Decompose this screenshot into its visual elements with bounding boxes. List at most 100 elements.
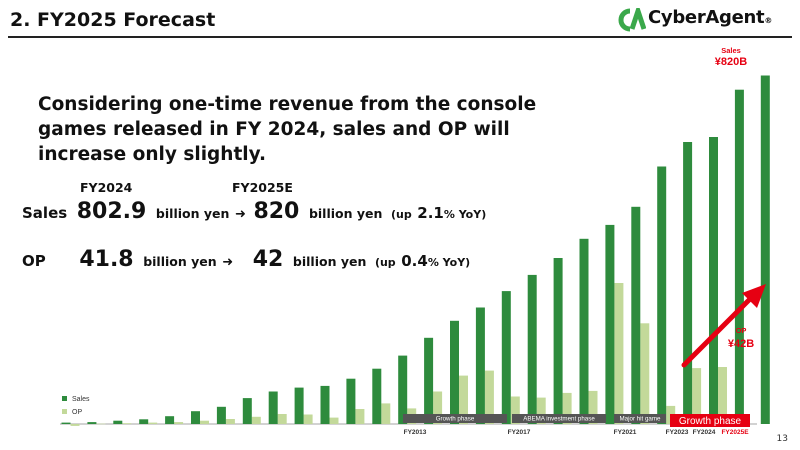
op-bar-8 (277, 414, 287, 424)
op-annotation-value: ¥42B (728, 338, 754, 350)
op-bar-3 (148, 422, 158, 424)
op-bar-6 (225, 419, 235, 424)
logo-text: CyberAgent (648, 7, 765, 28)
op-bar-24 (692, 368, 702, 424)
sales-growth-open: (up (390, 208, 412, 221)
op-fy2024-unit: billion yen (143, 254, 217, 269)
sales-bar-19 (553, 258, 563, 424)
op-bar-10 (329, 417, 339, 424)
sales-bar-24 (683, 142, 693, 424)
op-bar-20 (588, 390, 598, 424)
period-band-1 (512, 414, 606, 423)
op-summary-row: OP 41.8 billion yen ➜ 42 billion yen (up… (22, 247, 470, 272)
op-bar-21 (614, 283, 624, 424)
sales-fy2024-value: 802.9 (76, 199, 147, 224)
op-bar-9 (303, 414, 313, 424)
year-label-5: FY2025E (721, 429, 749, 436)
page-number: 13 (776, 434, 788, 444)
sales-bar-0 (61, 422, 71, 424)
period-band-label-1: ABEMA investment phase (523, 416, 595, 423)
title-divider (8, 36, 792, 38)
growth-arrow (681, 284, 766, 368)
op-bar-0 (70, 424, 80, 426)
op-bar-15 (459, 375, 468, 424)
sales-arrow-icon: ➜ (234, 207, 246, 222)
period-band-label-2: Major hit game (620, 416, 661, 423)
sales-fy2024-unit: billion yen (155, 206, 230, 221)
sales-bar-18 (527, 274, 537, 424)
logo-registered-mark: ® (764, 16, 773, 25)
op-fy2024-value: 41.8 (79, 247, 134, 272)
op-growth-open: (up (374, 256, 396, 269)
period-band-3 (670, 414, 750, 427)
legend-label-sales: Sales (72, 396, 90, 403)
op-bar-17 (510, 396, 520, 424)
slide-title: 2. FY2025 Forecast (10, 9, 216, 31)
op-bar-18 (536, 397, 546, 424)
growth-arrow-head-icon (742, 284, 766, 308)
logo-mark-icon (618, 8, 646, 32)
sales-label: Sales (22, 204, 68, 222)
legend-label-op: OP (72, 409, 82, 416)
op-label: OP (22, 252, 46, 270)
op-arrow-icon: ➜ (222, 255, 234, 270)
op-bar-7 (251, 416, 261, 424)
legend: Sales OP (62, 396, 90, 416)
op-bar-25 (718, 367, 727, 424)
sales-bar-27 (760, 75, 770, 424)
op-bar-5 (200, 420, 209, 424)
sales-bar-26 (734, 89, 744, 424)
sales-bar-9 (294, 387, 304, 424)
sales-bar-13 (398, 355, 408, 424)
sales-annotation-label: Sales (721, 46, 741, 55)
sales-bar-22 (631, 206, 641, 424)
sales-bar-20 (579, 238, 589, 424)
sales-bar-21 (605, 224, 615, 424)
sales-summary-row: Sales 802.9 billion yen ➜ 820 billion ye… (22, 199, 486, 224)
op-growth-pct: 0.4 (401, 252, 428, 270)
op-bar-4 (174, 422, 184, 424)
sales-bar-5 (191, 411, 200, 424)
year-label-3: FY2023 (666, 429, 689, 436)
sales-bar-2 (113, 420, 123, 424)
op-bar-22 (640, 323, 650, 424)
sales-growth-unit: % YoY) (443, 208, 487, 221)
sales-bar-25 (709, 137, 718, 424)
period-band-2 (614, 414, 666, 423)
legend-swatch-sales (62, 396, 67, 401)
op-bar-16 (484, 370, 494, 424)
sales-bar-7 (242, 398, 252, 424)
sales-bar-10 (320, 385, 330, 424)
sales-bar-6 (216, 406, 226, 424)
cyberagent-logo: CyberAgent® (618, 7, 788, 33)
sales-bar-12 (372, 368, 382, 424)
headline: Considering one-time revenue from the co… (38, 94, 537, 165)
op-fy2025-value: 42 (252, 247, 284, 272)
op-bar-12 (381, 403, 391, 424)
op-annotation-label: OP (736, 326, 747, 335)
year-label-1: FY2017 (508, 429, 531, 436)
op-bar-1 (96, 423, 106, 425)
sales-bar-8 (268, 391, 278, 424)
year-label-2: FY2021 (614, 429, 637, 436)
sales-bar-23 (657, 166, 667, 424)
column-header-fy2024: FY2024 (80, 180, 133, 195)
period-band-0 (403, 414, 507, 423)
sales-bar-15 (450, 320, 459, 424)
legend-swatch-op (62, 409, 67, 414)
sales-bar-1 (87, 422, 97, 424)
op-bar-14 (433, 391, 443, 424)
period-band-label-3: Growth phase (679, 416, 742, 427)
year-label-0: FY2013 (404, 429, 427, 436)
sales-growth-pct: 2.1 (417, 204, 444, 222)
sales-bar-11 (346, 378, 356, 424)
sales-fy2025-value: 820 (253, 199, 300, 224)
sales-bar-17 (501, 291, 511, 424)
op-bar-11 (355, 409, 365, 424)
period-band-label-0: Growth phase (436, 416, 475, 423)
sales-fy2025-unit: billion yen (308, 206, 383, 221)
year-label-4: FY2024 (693, 429, 716, 436)
op-growth-unit: % YoY) (427, 256, 471, 269)
sales-bar-16 (475, 307, 485, 424)
